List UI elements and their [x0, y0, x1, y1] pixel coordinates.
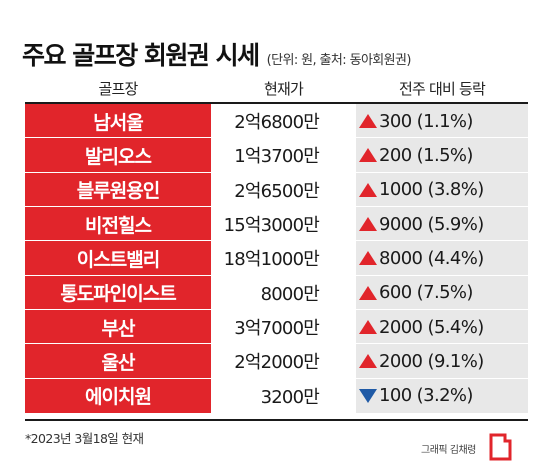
course-name-cell: 통도파인이스트	[25, 275, 211, 310]
change-value: 1000 (3.8%)	[379, 179, 484, 201]
table-row: 이스트밸리 18억1000만 8000 (4.4%)	[25, 241, 528, 276]
change-value: 8000 (4.4%)	[379, 247, 484, 269]
up-triangle-icon	[359, 354, 377, 369]
publisher-logo-icon	[489, 433, 512, 461]
change-value: 200 (1.5%)	[379, 144, 473, 166]
change-value: 9000 (5.9%)	[379, 213, 484, 235]
change-value: 2000 (5.4%)	[379, 316, 484, 338]
up-triangle-icon	[359, 320, 377, 335]
up-triangle-icon	[359, 182, 377, 197]
change-value: 2000 (9.1%)	[379, 350, 484, 372]
weekly-change-cell: 8000 (4.4%)	[356, 241, 528, 276]
current-price-cell: 3억7000만	[211, 309, 356, 345]
table-bottom-rule	[25, 419, 528, 421]
up-triangle-icon	[359, 285, 377, 300]
course-name-cell: 발리오스	[25, 138, 211, 173]
chart-title: 주요 골프장 회원권 시세	[22, 41, 260, 70]
table-row: 블루원용인 2억6500만 1000 (3.8%)	[25, 172, 528, 208]
current-price-cell: 1억3700만	[211, 138, 356, 173]
up-triangle-icon	[359, 148, 377, 163]
table-row: 에이치원 3200만 100 (3.2%)	[25, 378, 528, 413]
course-name-cell: 에이치원	[25, 378, 211, 413]
column-header-change: 전주 대비 등락	[399, 80, 486, 98]
current-price-cell: 2억6800만	[211, 104, 356, 139]
course-name-cell: 블루원용인	[25, 172, 211, 207]
column-header-course: 골프장	[98, 80, 138, 98]
table-top-rule	[25, 102, 528, 104]
weekly-change-cell: 2000 (5.4%)	[356, 309, 528, 345]
up-triangle-icon	[359, 217, 377, 232]
change-value: 300 (1.1%)	[379, 110, 473, 132]
up-triangle-icon	[359, 251, 377, 266]
table-body: 남서울 2억6800만 300 (1.1%) 발리오스 1억3700만 200 (1.5%…	[25, 104, 528, 413]
chart-subtitle: (단위: 원, 출처: 동아회원권)	[266, 53, 412, 68]
weekly-change-cell: 2000 (9.1%)	[356, 344, 528, 379]
course-name-cell: 부산	[25, 309, 211, 345]
current-price-cell: 2억6500만	[211, 172, 356, 207]
graphic-credit: 그래픽 김채령	[421, 445, 476, 456]
current-price-cell: 15억3000만	[211, 206, 356, 242]
column-header-price: 현재가	[263, 80, 304, 98]
current-price-cell: 2억2000만	[211, 344, 356, 379]
current-price-cell: 8000만	[211, 275, 356, 310]
change-value: 100 (3.2%)	[379, 385, 473, 407]
current-price-cell: 3200만	[211, 378, 356, 413]
weekly-change-cell: 9000 (5.9%)	[356, 206, 528, 242]
weekly-change-cell: 100 (3.2%)	[356, 378, 528, 413]
course-name-cell: 이스트밸리	[25, 241, 211, 276]
weekly-change-cell: 200 (1.5%)	[356, 138, 528, 173]
up-triangle-icon	[359, 114, 377, 129]
current-price-cell: 18억1000만	[211, 241, 356, 276]
table-row: 남서울 2억6800만 300 (1.1%)	[25, 104, 528, 139]
weekly-change-cell: 300 (1.1%)	[356, 104, 528, 139]
table-row: 비전힐스 15억3000만 9000 (5.9%)	[25, 206, 528, 242]
weekly-change-cell: 600 (7.5%)	[356, 275, 528, 310]
change-value: 600 (7.5%)	[379, 282, 473, 304]
weekly-change-cell: 1000 (3.8%)	[356, 172, 528, 207]
chart-header: 주요 골프장 회원권 시세 (단위: 원, 출처: 동아회원권)	[22, 36, 411, 72]
table-row: 발리오스 1억3700만 200 (1.5%)	[25, 138, 528, 173]
footnote: *2023년 3월18일 현재	[25, 431, 144, 446]
course-name-cell: 울산	[25, 344, 211, 379]
down-triangle-icon	[359, 388, 377, 403]
table-row: 통도파인이스트 8000만 600 (7.5%)	[25, 275, 528, 311]
table-row: 부산 3억7000만 2000 (5.4%)	[25, 309, 528, 345]
course-name-cell: 비전힐스	[25, 206, 211, 242]
course-name-cell: 남서울	[25, 104, 211, 139]
table-row: 울산 2억2000만 2000 (9.1%)	[25, 344, 528, 379]
